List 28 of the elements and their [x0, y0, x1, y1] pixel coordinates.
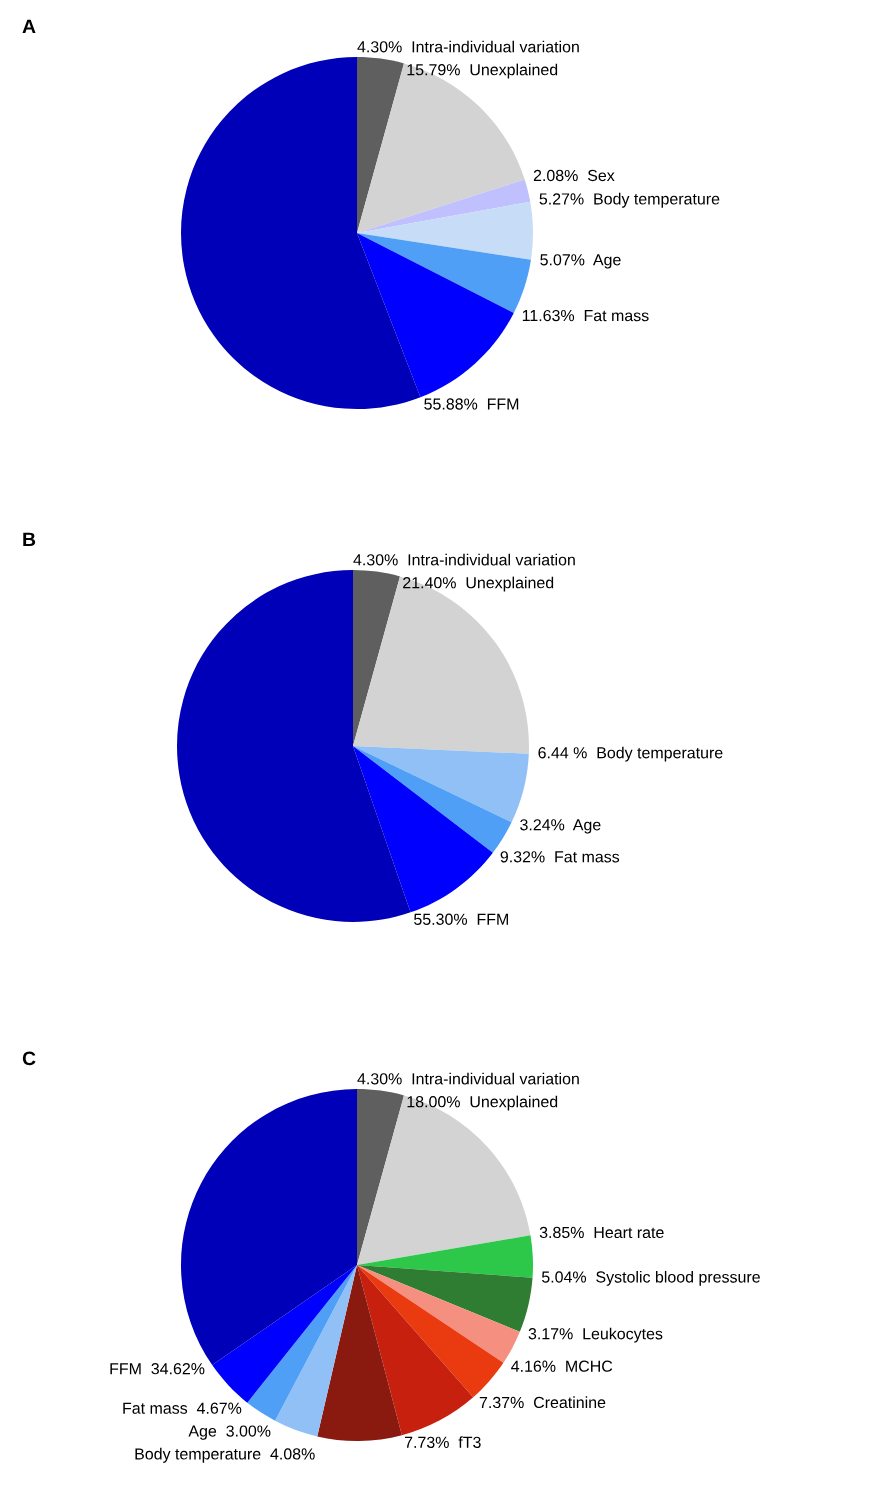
slice-label: 4.30% Intra-individual variation: [353, 553, 575, 566]
slice-label: 2.08% Sex: [533, 169, 615, 182]
slice-label: 3.24% Age: [520, 819, 601, 834]
slice-label: 5.04% Systolic blood pressure: [541, 1270, 760, 1286]
chart-title: B: [23, 532, 36, 547]
slice-label: 4.30% Intra-individual variation: [357, 40, 579, 53]
slice-label: Age 3.00%: [188, 1425, 271, 1440]
slice-label: 5.27% Body temperature: [539, 192, 720, 208]
chart-title: C: [22, 1051, 36, 1066]
slice-label: 7.37% Creatinine: [479, 1396, 606, 1409]
slice-label: 55.88% FFM: [424, 398, 519, 410]
slice-label: 7.73% fT3: [404, 1436, 481, 1448]
slice-label: 6.44 % Body temperature: [538, 746, 723, 762]
slice-label: FFM 34.62%: [110, 1363, 205, 1375]
slice-label: Body temperature 4.08%: [135, 1447, 315, 1463]
slice-label: Fat mass 4.67%: [123, 1402, 242, 1414]
slice-label: 18.00% Unexplained: [407, 1095, 558, 1111]
slice-label: 4.16% MCHC: [511, 1360, 613, 1372]
chart-title: A: [22, 19, 36, 34]
slice-label: 3.17% Leukocytes: [528, 1327, 663, 1343]
slice-label: 4.30% Intra-individual variation: [357, 1072, 579, 1085]
slice-label: 11.63% Fat mass: [522, 309, 649, 322]
slice-label: 15.79% Unexplained: [407, 63, 558, 79]
slice-label: 55.30% FFM: [414, 913, 508, 925]
slice-label: 21.40% Unexplained: [403, 576, 554, 592]
slice-label: 3.85% Heart rate: [539, 1226, 664, 1239]
slice-label: 5.07% Age: [540, 254, 621, 269]
slice-label: 9.32% Fat mass: [500, 851, 620, 863]
